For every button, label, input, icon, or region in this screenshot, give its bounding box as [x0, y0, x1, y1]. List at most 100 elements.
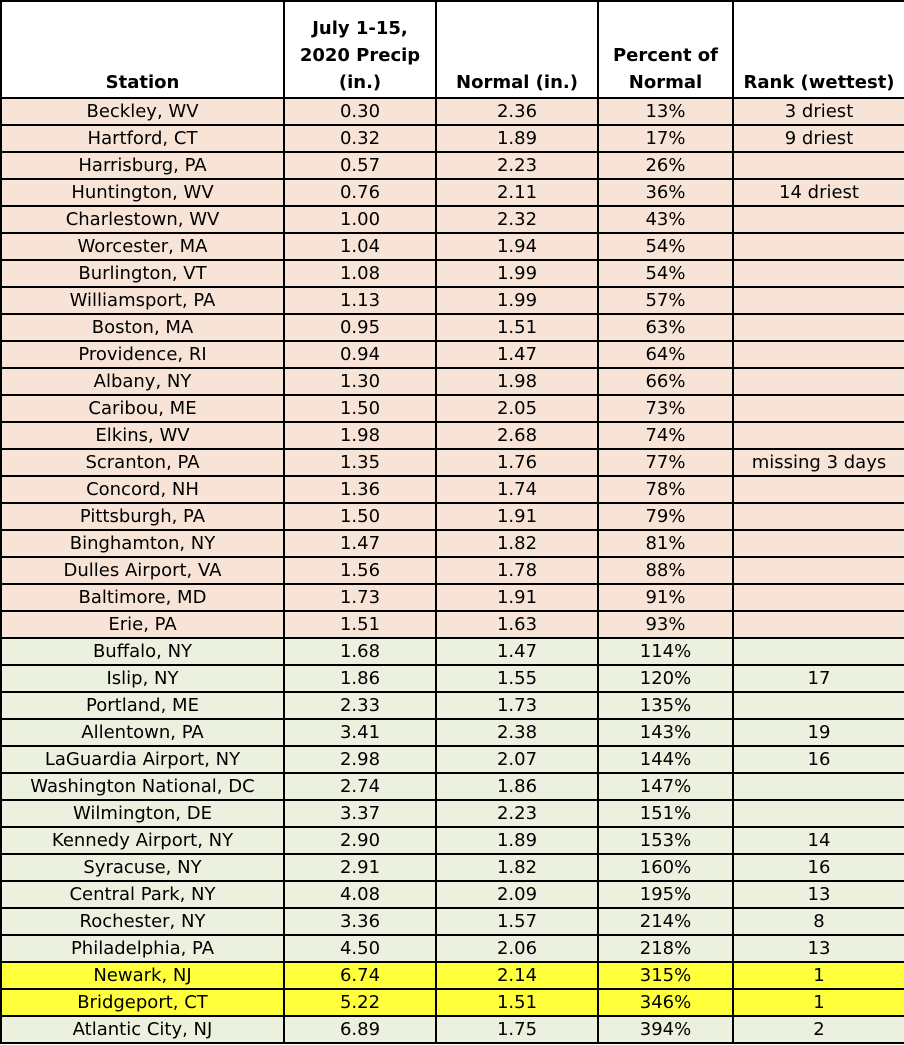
cell-rank [732, 394, 904, 423]
cell-rank: 2 [732, 1015, 904, 1044]
cell-rank [732, 421, 904, 450]
cell-percent: 17% [597, 124, 734, 153]
cell-station: Erie, PA [0, 610, 285, 639]
cell-rank [732, 151, 904, 180]
cell-precip: 1.08 [283, 259, 437, 288]
cell-precip: 0.94 [283, 340, 437, 369]
cell-station: Portland, ME [0, 691, 285, 720]
cell-station: Islip, NY [0, 664, 285, 693]
cell-normal: 1.82 [435, 853, 599, 882]
cell-precip: 0.32 [283, 124, 437, 153]
cell-station: Scranton, PA [0, 448, 285, 477]
cell-percent: 143% [597, 718, 734, 747]
table-row: Huntington, WV 0.76 2.11 36% 14 driest [0, 178, 904, 207]
cell-station: Burlington, VT [0, 259, 285, 288]
cell-precip: 4.50 [283, 934, 437, 963]
cell-percent: 88% [597, 556, 734, 585]
table-row: Philadelphia, PA 4.50 2.06 218% 13 [0, 934, 904, 963]
cell-rank: 16 [732, 853, 904, 882]
cell-rank: 13 [732, 934, 904, 963]
cell-percent: 160% [597, 853, 734, 882]
cell-rank: 14 driest [732, 178, 904, 207]
cell-percent: 43% [597, 205, 734, 234]
cell-rank [732, 637, 904, 666]
cell-normal: 1.86 [435, 772, 599, 801]
cell-percent: 54% [597, 259, 734, 288]
cell-percent: 57% [597, 286, 734, 315]
table-row: Buffalo, NY 1.68 1.47 114% [0, 637, 904, 666]
cell-normal: 2.23 [435, 799, 599, 828]
cell-station: Syracuse, NY [0, 853, 285, 882]
table-row: Portland, ME 2.33 1.73 135% [0, 691, 904, 720]
cell-precip: 4.08 [283, 880, 437, 909]
table-row: Hartford, CT 0.32 1.89 17% 9 driest [0, 124, 904, 153]
cell-precip: 1.50 [283, 394, 437, 423]
cell-percent: 78% [597, 475, 734, 504]
cell-percent: 26% [597, 151, 734, 180]
cell-precip: 1.68 [283, 637, 437, 666]
cell-station: Wilmington, DE [0, 799, 285, 828]
table-row: Worcester, MA 1.04 1.94 54% [0, 232, 904, 261]
cell-precip: 1.00 [283, 205, 437, 234]
table-row: Central Park, NY 4.08 2.09 195% 13 [0, 880, 904, 909]
table-row: Beckley, WV 0.30 2.36 13% 3 driest [0, 97, 904, 126]
cell-normal: 1.99 [435, 259, 599, 288]
cell-precip: 6.89 [283, 1015, 437, 1044]
header-rank: Rank (wettest) [732, 0, 904, 99]
cell-normal: 2.36 [435, 97, 599, 126]
cell-percent: 147% [597, 772, 734, 801]
cell-normal: 2.68 [435, 421, 599, 450]
cell-precip: 2.74 [283, 772, 437, 801]
cell-normal: 2.07 [435, 745, 599, 774]
cell-normal: 1.98 [435, 367, 599, 396]
cell-rank: 9 driest [732, 124, 904, 153]
cell-normal: 1.75 [435, 1015, 599, 1044]
cell-rank [732, 583, 904, 612]
cell-rank [732, 205, 904, 234]
cell-station: Philadelphia, PA [0, 934, 285, 963]
cell-percent: 81% [597, 529, 734, 558]
cell-percent: 54% [597, 232, 734, 261]
table-row: Charlestown, WV 1.00 2.32 43% [0, 205, 904, 234]
table-row: Islip, NY 1.86 1.55 120% 17 [0, 664, 904, 693]
cell-station: Albany, NY [0, 367, 285, 396]
header-row: Station July 1-15, 2020 Precip (in.) Nor… [0, 0, 904, 99]
cell-rank: 13 [732, 880, 904, 909]
cell-station: Binghamton, NY [0, 529, 285, 558]
table-row: Williamsport, PA 1.13 1.99 57% [0, 286, 904, 315]
cell-percent: 79% [597, 502, 734, 531]
table-row: LaGuardia Airport, NY 2.98 2.07 144% 16 [0, 745, 904, 774]
cell-rank: 3 driest [732, 97, 904, 126]
cell-normal: 1.89 [435, 124, 599, 153]
cell-station: Boston, MA [0, 313, 285, 342]
cell-rank [732, 799, 904, 828]
cell-station: Baltimore, MD [0, 583, 285, 612]
cell-normal: 1.89 [435, 826, 599, 855]
cell-station: Beckley, WV [0, 97, 285, 126]
cell-rank [732, 502, 904, 531]
cell-percent: 36% [597, 178, 734, 207]
cell-precip: 2.98 [283, 745, 437, 774]
cell-percent: 63% [597, 313, 734, 342]
table-row: Concord, NH 1.36 1.74 78% [0, 475, 904, 504]
table-row: Dulles Airport, VA 1.56 1.78 88% [0, 556, 904, 585]
cell-normal: 1.55 [435, 664, 599, 693]
cell-normal: 1.74 [435, 475, 599, 504]
cell-percent: 135% [597, 691, 734, 720]
cell-station: Harrisburg, PA [0, 151, 285, 180]
table-row: Providence, RI 0.94 1.47 64% [0, 340, 904, 369]
cell-rank: 19 [732, 718, 904, 747]
cell-normal: 1.76 [435, 448, 599, 477]
cell-precip: 6.74 [283, 961, 437, 990]
cell-precip: 1.47 [283, 529, 437, 558]
cell-normal: 1.99 [435, 286, 599, 315]
cell-station: Washington National, DC [0, 772, 285, 801]
cell-station: Atlantic City, NJ [0, 1015, 285, 1044]
cell-station: Rochester, NY [0, 907, 285, 936]
cell-precip: 0.95 [283, 313, 437, 342]
cell-percent: 153% [597, 826, 734, 855]
cell-percent: 73% [597, 394, 734, 423]
cell-percent: 91% [597, 583, 734, 612]
cell-normal: 1.47 [435, 637, 599, 666]
cell-normal: 2.32 [435, 205, 599, 234]
